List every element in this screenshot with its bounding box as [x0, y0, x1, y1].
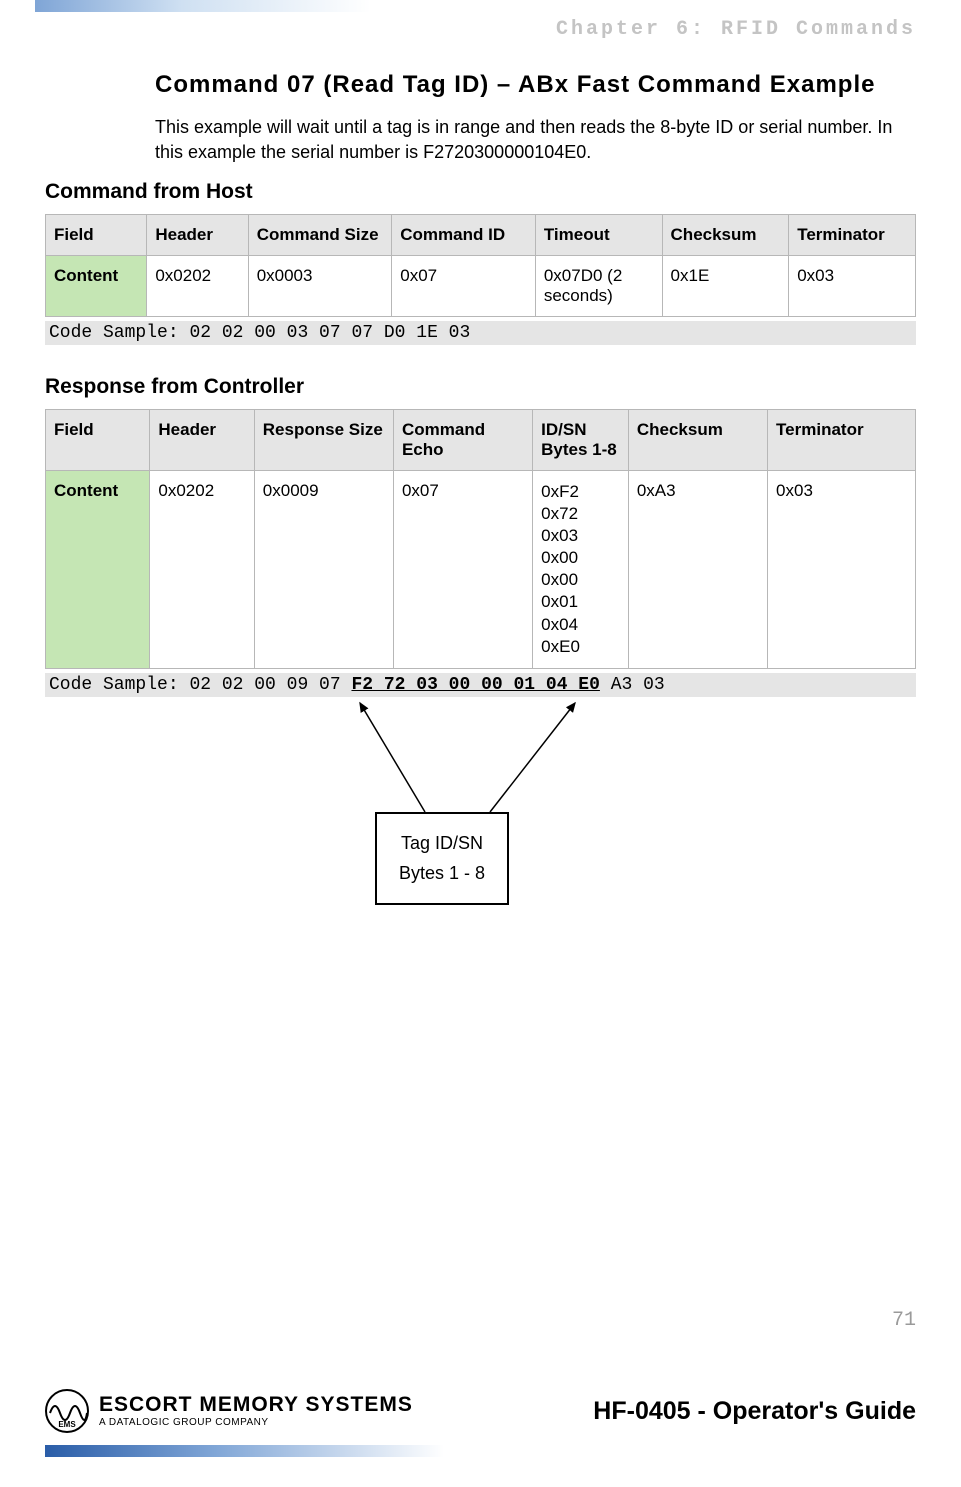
th: ID/SN Bytes 1-8 — [533, 409, 629, 470]
th: Response Size — [254, 409, 393, 470]
code-pre: 02 02 00 09 07 — [189, 675, 351, 695]
host-section-heading: Command from Host — [45, 180, 916, 204]
command-title: Command 07 (Read Tag ID) – ABx Fast Comm… — [155, 69, 916, 101]
host-code-sample: Code Sample: 02 02 00 03 07 07 D0 1E 03 — [45, 321, 916, 345]
row-label: Content — [46, 470, 150, 668]
logo-badge: EMS — [45, 1389, 89, 1433]
th: Terminator — [789, 214, 916, 255]
th: Checksum — [628, 409, 767, 470]
td: 0x03 — [768, 470, 916, 668]
host-table: Field Header Command Size Command ID Tim… — [45, 214, 916, 317]
code-bytes: 02 02 00 03 07 07 D0 1E 03 — [189, 323, 470, 343]
title-block: Command 07 (Read Tag ID) – ABx Fast Comm… — [45, 69, 916, 164]
table-row: Content 0x0202 0x0003 0x07 0x07D0 (2 sec… — [46, 255, 916, 316]
code-label: Code Sample: — [49, 323, 179, 343]
callout-diagram: Tag ID/SN Bytes 1 - 8 — [45, 697, 916, 927]
response-section-heading: Response from Controller — [45, 375, 916, 399]
response-table: Field Header Response Size Command Echo … — [45, 409, 916, 669]
logo-text: ESCORT MEMORY SYSTEMS A DATALOGIC GROUP … — [99, 1394, 413, 1427]
table-header-row: Field Header Response Size Command Echo … — [46, 409, 916, 470]
footer: EMS ESCORT MEMORY SYSTEMS A DATALOGIC GR… — [45, 1389, 916, 1457]
td: 0x0009 — [254, 470, 393, 668]
top-gradient-bar — [35, 0, 455, 12]
logo: EMS ESCORT MEMORY SYSTEMS A DATALOGIC GR… — [45, 1389, 413, 1433]
td-bytes: 0xF20x720x030x000x000x010x040xE0 — [533, 470, 629, 668]
description: This example will wait until a tag is in… — [155, 115, 916, 164]
page: Chapter 6: RFID Commands Command 07 (Rea… — [0, 0, 961, 1487]
table-row: Content 0x0202 0x0009 0x07 0xF20x720x030… — [46, 470, 916, 668]
content-area: Command 07 (Read Tag ID) – ABx Fast Comm… — [0, 69, 961, 927]
td: 0x0202 — [150, 470, 254, 668]
code-label: Code Sample: — [49, 675, 179, 695]
code-highlight: F2 72 03 00 00 01 04 E0 — [351, 675, 599, 695]
bottom-gradient-bar — [45, 1445, 465, 1457]
td: 0x07 — [393, 470, 532, 668]
logo-sub-text: A DATALOGIC GROUP COMPANY — [99, 1417, 413, 1428]
row-label: Content — [46, 255, 147, 316]
th: Field — [46, 409, 150, 470]
th: Timeout — [535, 214, 662, 255]
td: 0x0003 — [248, 255, 392, 316]
footer-row: EMS ESCORT MEMORY SYSTEMS A DATALOGIC GR… — [45, 1389, 916, 1433]
callout-box: Tag ID/SN Bytes 1 - 8 — [375, 812, 509, 905]
td: 0x03 — [789, 255, 916, 316]
th: Command Size — [248, 214, 392, 255]
td: 0x1E — [662, 255, 789, 316]
td: 0x0202 — [147, 255, 248, 316]
logo-badge-text: EMS — [58, 1420, 75, 1429]
chapter-header: Chapter 6: RFID Commands — [0, 12, 961, 51]
th: Checksum — [662, 214, 789, 255]
code-post: A3 03 — [600, 675, 665, 695]
logo-main-text: ESCORT MEMORY SYSTEMS — [99, 1394, 413, 1416]
th: Command ID — [392, 214, 536, 255]
table-header-row: Field Header Command Size Command ID Tim… — [46, 214, 916, 255]
th: Header — [150, 409, 254, 470]
th: Field — [46, 214, 147, 255]
td: 0xA3 — [628, 470, 767, 668]
td: 0x07 — [392, 255, 536, 316]
th: Header — [147, 214, 248, 255]
th: Terminator — [768, 409, 916, 470]
response-code-sample: Code Sample: 02 02 00 09 07 F2 72 03 00 … — [45, 673, 916, 697]
callout-line1: Tag ID/SN — [399, 828, 485, 859]
callout-line2: Bytes 1 - 8 — [399, 858, 485, 889]
footer-title: HF-0405 - Operator's Guide — [593, 1397, 916, 1426]
th: Command Echo — [393, 409, 532, 470]
page-number: 71 — [892, 1309, 916, 1332]
td: 0x07D0 (2 seconds) — [535, 255, 662, 316]
